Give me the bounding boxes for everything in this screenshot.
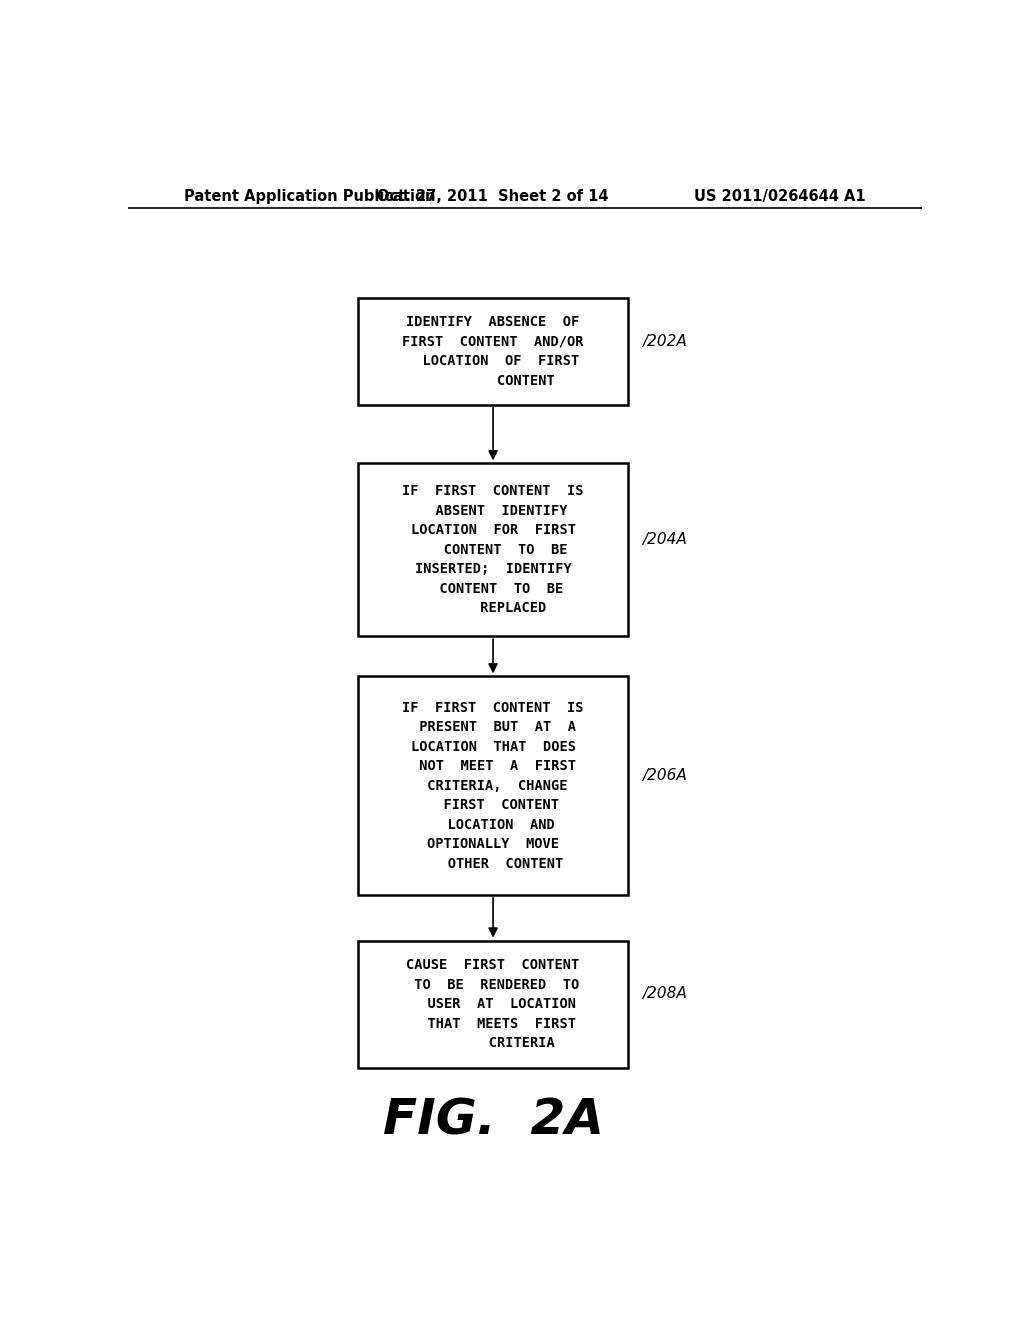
Text: /208A: /208A <box>642 986 687 1002</box>
Text: Oct. 27, 2011  Sheet 2 of 14: Oct. 27, 2011 Sheet 2 of 14 <box>377 189 609 203</box>
Text: /204A: /204A <box>642 532 687 546</box>
Text: /202A: /202A <box>642 334 687 348</box>
Text: IF  FIRST  CONTENT  IS
  ABSENT  IDENTIFY
LOCATION  FOR  FIRST
   CONTENT  TO  B: IF FIRST CONTENT IS ABSENT IDENTIFY LOCA… <box>402 484 584 615</box>
Text: US 2011/0264644 A1: US 2011/0264644 A1 <box>694 189 866 203</box>
FancyBboxPatch shape <box>358 941 628 1068</box>
FancyBboxPatch shape <box>358 298 628 405</box>
Text: CAUSE  FIRST  CONTENT
 TO  BE  RENDERED  TO
  USER  AT  LOCATION
  THAT  MEETS  : CAUSE FIRST CONTENT TO BE RENDERED TO US… <box>407 958 580 1049</box>
Text: Patent Application Publication: Patent Application Publication <box>183 189 435 203</box>
Text: IDENTIFY  ABSENCE  OF
FIRST  CONTENT  AND/OR
  LOCATION  OF  FIRST
        CONTE: IDENTIFY ABSENCE OF FIRST CONTENT AND/OR… <box>402 315 584 388</box>
Text: IF  FIRST  CONTENT  IS
 PRESENT  BUT  AT  A
LOCATION  THAT  DOES
 NOT  MEET  A  : IF FIRST CONTENT IS PRESENT BUT AT A LOC… <box>402 701 584 870</box>
Text: FIG.  2A: FIG. 2A <box>383 1097 603 1144</box>
FancyBboxPatch shape <box>358 676 628 895</box>
Text: /206A: /206A <box>642 768 687 783</box>
FancyBboxPatch shape <box>358 463 628 636</box>
